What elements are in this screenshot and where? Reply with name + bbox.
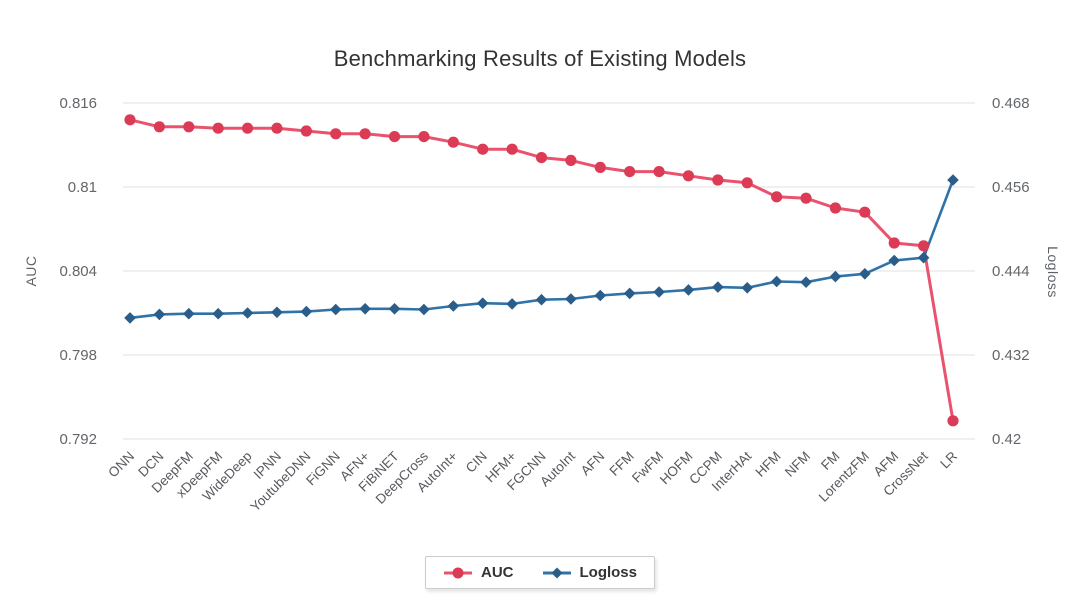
- auc-point[interactable]: [800, 192, 812, 204]
- x-tick-NFM: NFM: [782, 449, 813, 480]
- left-axis-title: AUC: [23, 255, 39, 286]
- logloss-point[interactable]: [859, 268, 871, 280]
- auc-point[interactable]: [447, 136, 459, 148]
- logloss-point[interactable]: [506, 298, 518, 310]
- auc-point[interactable]: [477, 143, 489, 155]
- chart-title: Benchmarking Results of Existing Models: [333, 46, 747, 71]
- logloss-point[interactable]: [947, 174, 959, 186]
- auc-point[interactable]: [212, 122, 224, 134]
- logloss-point[interactable]: [359, 303, 371, 315]
- logloss-point[interactable]: [300, 305, 313, 318]
- auc-point[interactable]: [653, 166, 665, 178]
- right-axis-tick: 0.468: [992, 95, 1030, 112]
- logloss-point[interactable]: [447, 300, 460, 312]
- left-axis-tick: 0.798: [59, 347, 97, 364]
- legend: AUC Logloss: [424, 556, 656, 589]
- auc-point[interactable]: [712, 174, 724, 186]
- logloss-point[interactable]: [329, 303, 342, 316]
- legend-label-logloss: Logloss: [579, 564, 638, 581]
- right-axis-title: Logloss: [1045, 246, 1061, 298]
- x-tick-HFM: HFM: [752, 449, 783, 480]
- logloss-point[interactable]: [741, 282, 754, 294]
- right-axis-tick: 0.456: [992, 179, 1030, 196]
- auc-point[interactable]: [124, 114, 136, 126]
- left-axis-tick: 0.804: [59, 263, 97, 280]
- auc-point[interactable]: [918, 240, 930, 252]
- auc-point[interactable]: [947, 415, 959, 427]
- right-axis-tick: 0.432: [992, 347, 1030, 364]
- x-tick-LR: LR: [937, 448, 960, 471]
- logloss-point[interactable]: [623, 287, 636, 300]
- logloss-point[interactable]: [182, 307, 195, 320]
- left-axis-tick: 0.81: [68, 179, 97, 196]
- logloss-point[interactable]: [800, 276, 812, 288]
- logloss-point[interactable]: [888, 254, 901, 267]
- x-tick-AFN: AFN: [578, 449, 608, 479]
- auc-point[interactable]: [359, 128, 371, 140]
- logloss-point[interactable]: [124, 312, 136, 324]
- auc-point[interactable]: [506, 143, 518, 155]
- auc-point[interactable]: [624, 166, 636, 178]
- x-tick-FiGNN: FiGNN: [303, 449, 343, 489]
- logloss-point[interactable]: [770, 275, 783, 288]
- auc-point[interactable]: [300, 125, 312, 137]
- auc-point[interactable]: [183, 121, 195, 133]
- auc-legend-marker: [443, 567, 472, 578]
- auc-point[interactable]: [153, 121, 165, 133]
- auc-point[interactable]: [388, 131, 401, 143]
- logloss-point[interactable]: [653, 286, 665, 298]
- auc-point[interactable]: [741, 177, 753, 189]
- logloss-point[interactable]: [476, 297, 489, 309]
- logloss-point[interactable]: [712, 281, 724, 293]
- auc-point[interactable]: [771, 191, 783, 203]
- auc-point[interactable]: [682, 170, 695, 182]
- logloss-point[interactable]: [153, 308, 166, 321]
- auc-point[interactable]: [241, 122, 254, 134]
- logloss-point[interactable]: [535, 293, 548, 306]
- logloss-point[interactable]: [418, 303, 430, 316]
- auc-point[interactable]: [829, 202, 842, 214]
- auc-point[interactable]: [418, 131, 430, 143]
- logloss-point[interactable]: [212, 307, 224, 320]
- auc-point[interactable]: [859, 206, 871, 218]
- logloss-point[interactable]: [917, 251, 930, 264]
- legend-item-logloss[interactable]: Logloss: [541, 564, 637, 581]
- logloss-legend-marker: [542, 567, 571, 578]
- logloss-point[interactable]: [241, 307, 254, 319]
- auc-point[interactable]: [594, 161, 606, 173]
- legend-item-auc[interactable]: AUC: [443, 564, 514, 581]
- auc-point[interactable]: [535, 152, 548, 164]
- logloss-point[interactable]: [594, 289, 607, 302]
- logloss-point[interactable]: [388, 303, 401, 315]
- left-axis-tick: 0.816: [59, 95, 97, 112]
- auc-point[interactable]: [330, 128, 342, 140]
- logloss-point[interactable]: [829, 270, 842, 283]
- auc-point[interactable]: [271, 122, 283, 134]
- logloss-point[interactable]: [682, 284, 695, 296]
- x-tick-ONN: ONN: [105, 449, 137, 481]
- auc-point[interactable]: [888, 237, 900, 249]
- logloss-point[interactable]: [565, 293, 577, 305]
- right-axis-tick: 0.42: [992, 431, 1021, 448]
- legend-label-auc: AUC: [480, 564, 514, 581]
- right-axis-tick: 0.444: [992, 263, 1030, 280]
- x-tick-FM: FM: [818, 449, 842, 473]
- logloss-point[interactable]: [271, 306, 283, 319]
- left-axis-tick: 0.792: [59, 431, 97, 448]
- auc-point[interactable]: [565, 154, 577, 166]
